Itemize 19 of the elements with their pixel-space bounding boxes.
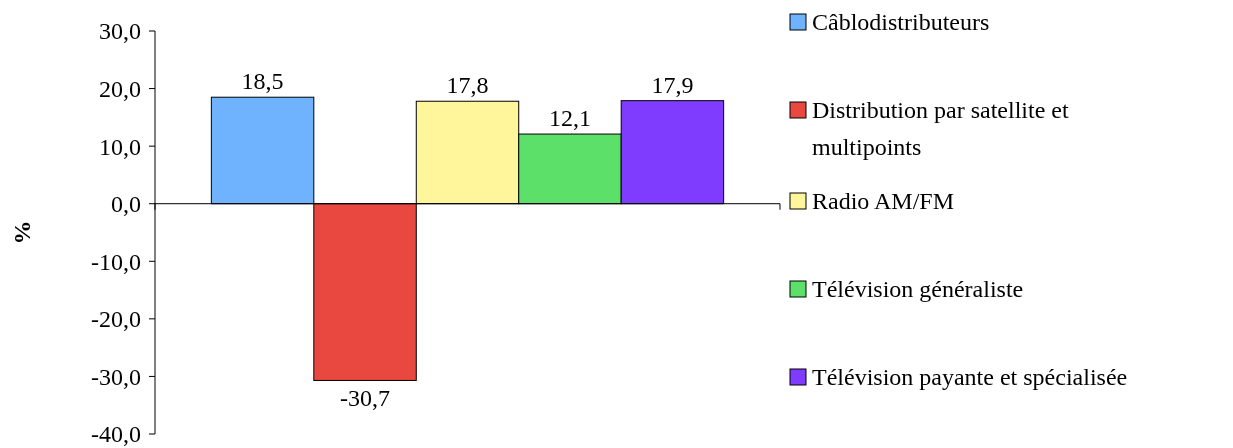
y-tick-label: 20,0 <box>99 75 141 102</box>
data-label: 12,1 <box>548 105 591 132</box>
y-tick-label: -30,0 <box>91 363 141 390</box>
legend-label: Télévision payante et spécialisée <box>812 364 1128 390</box>
y-tick-label: 30,0 <box>99 18 141 45</box>
legend-label: Radio AM/FM <box>812 188 955 214</box>
y-axis-title: % <box>9 220 35 245</box>
y-tick-label: -20,0 <box>91 306 141 333</box>
y-tick-label: -40,0 <box>91 421 141 448</box>
data-label: 17,9 <box>651 71 694 98</box>
legend-label: Distribution par satellite et multipoints <box>812 97 1069 160</box>
y-tick-label: 10,0 <box>99 133 141 160</box>
data-label: 18,5 <box>241 68 284 95</box>
y-tick-label: -10,0 <box>91 248 141 275</box>
legend-label: Télévision généraliste <box>812 276 1024 302</box>
data-label: -30,7 <box>340 385 391 412</box>
data-label: 17,8 <box>446 72 489 99</box>
y-tick-label: 0,0 <box>111 191 141 218</box>
legend-label: Câblodistributeurs <box>812 9 990 35</box>
